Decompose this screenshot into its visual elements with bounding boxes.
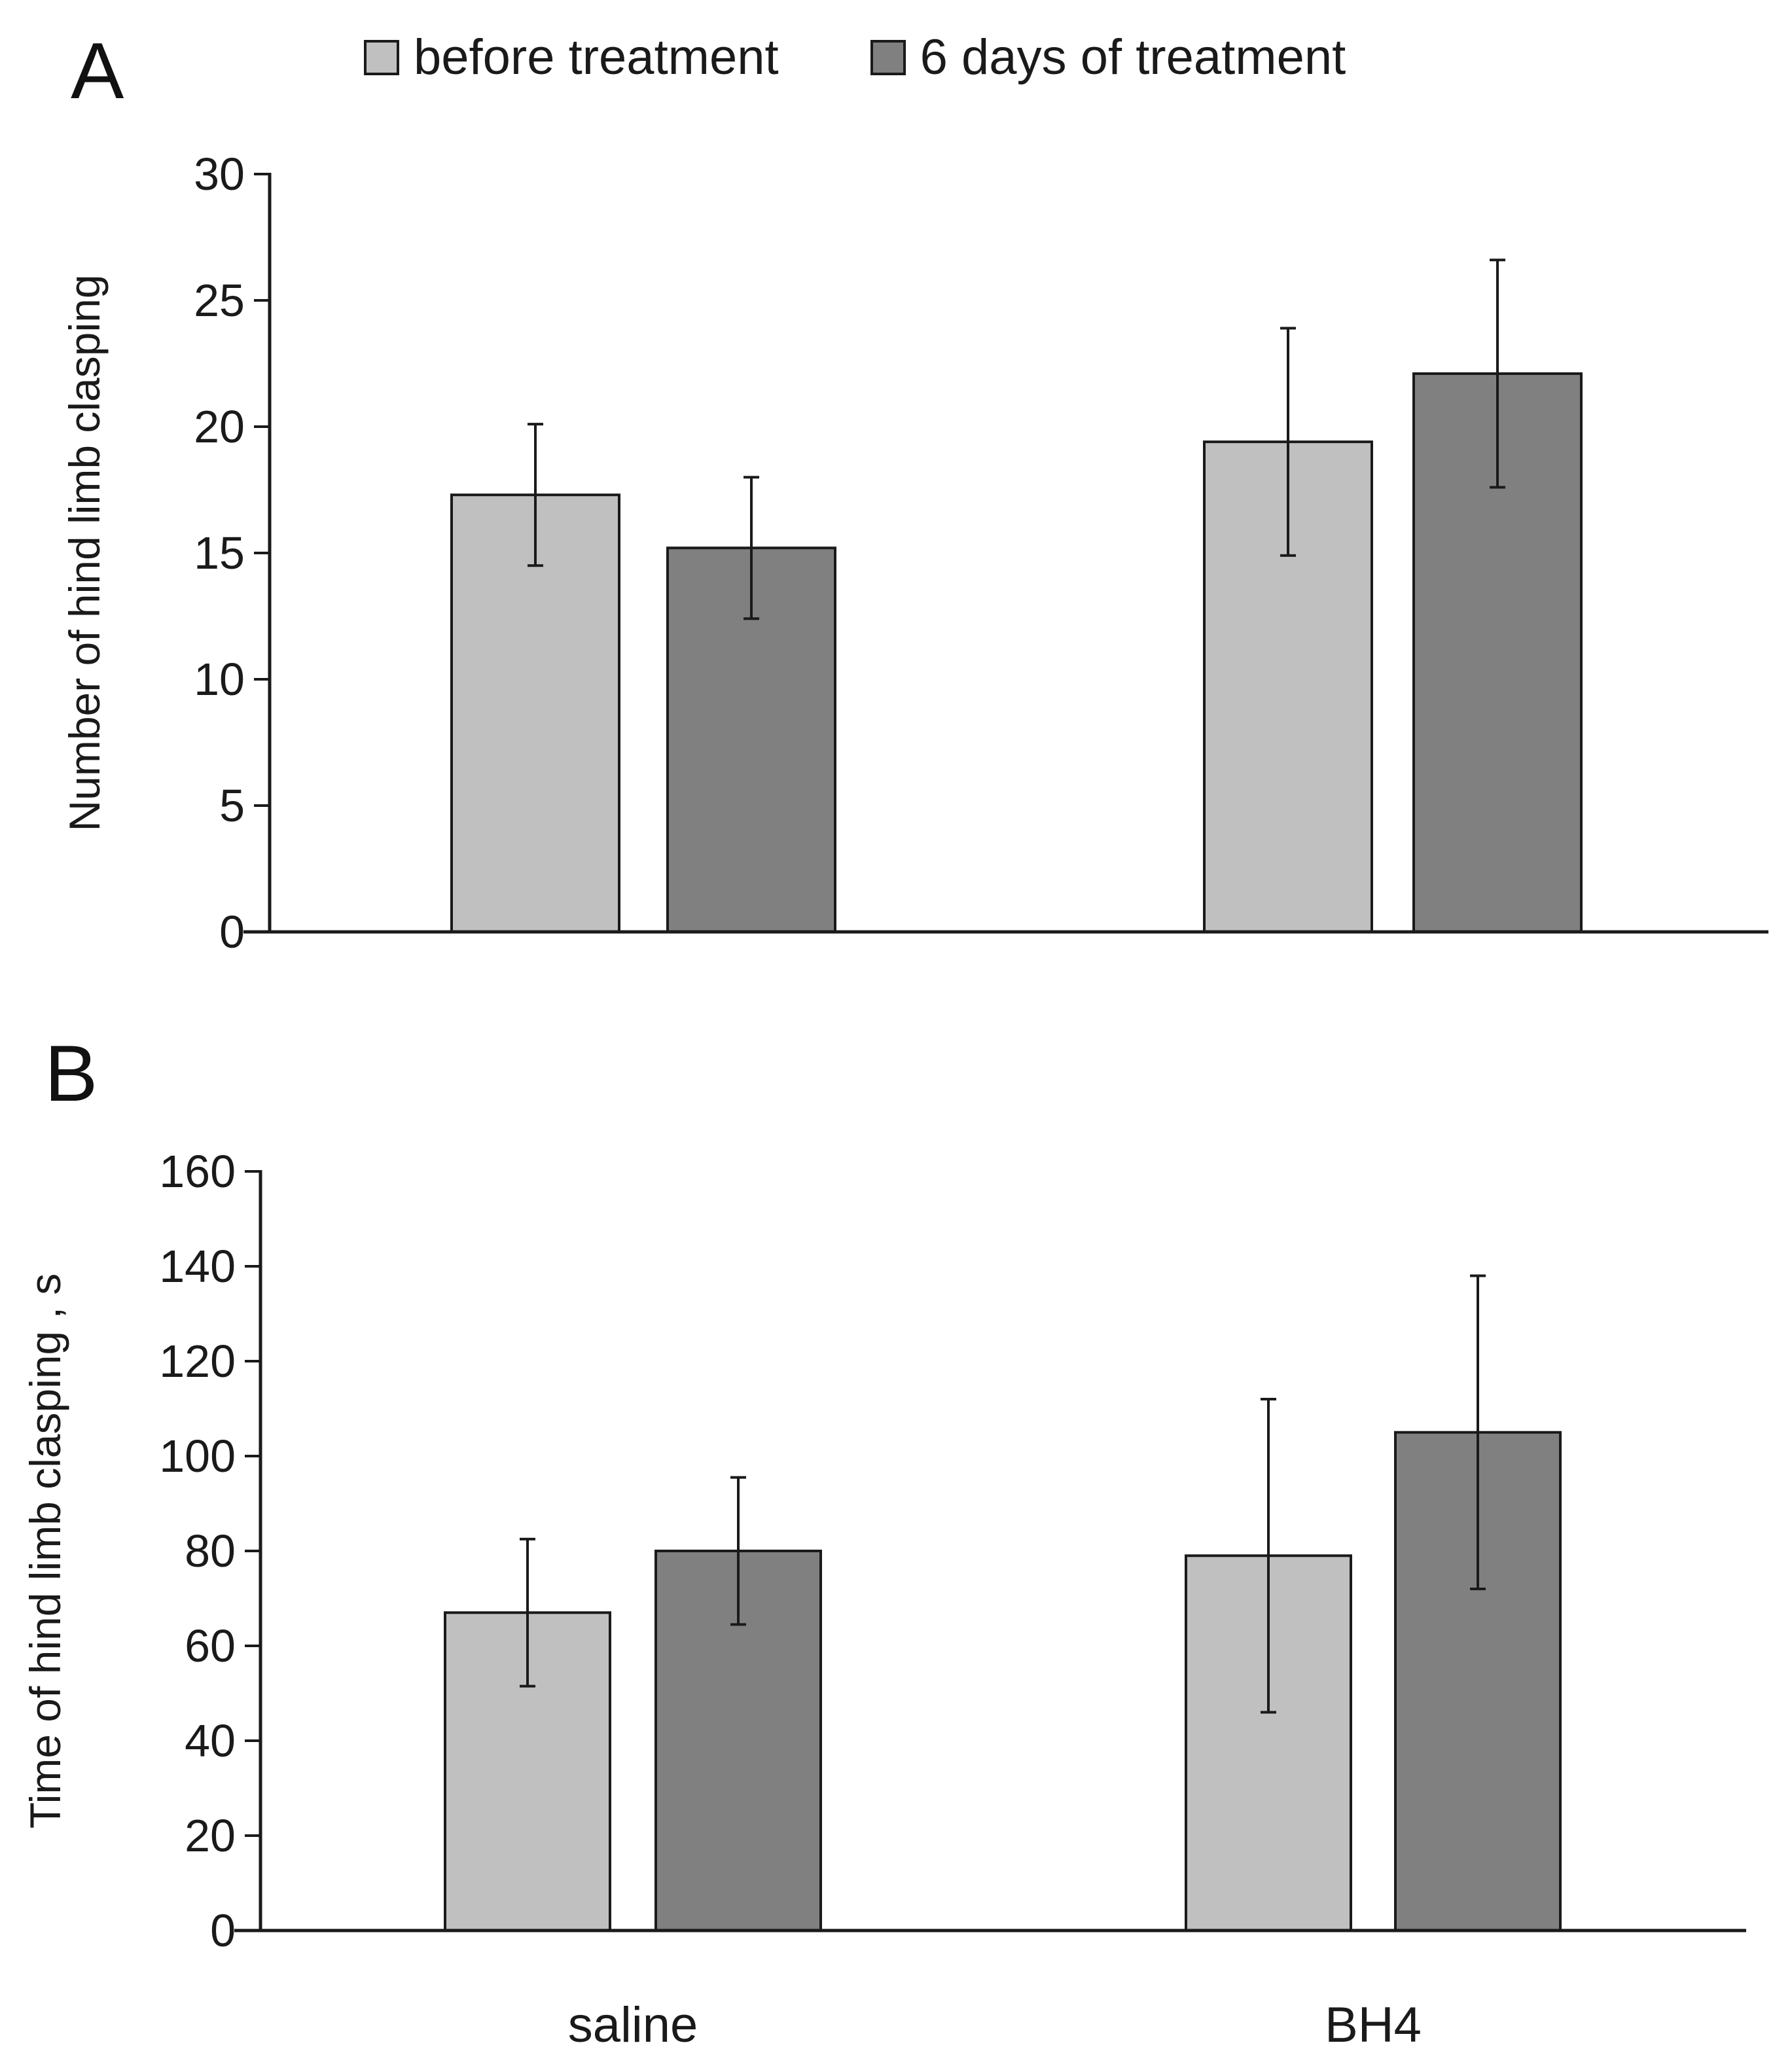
legend-label-before: before treatment — [414, 29, 779, 85]
y-tick-label: 100 — [159, 1431, 236, 1482]
y-tick-label: 20 — [194, 401, 245, 452]
y-tick-label: 80 — [185, 1525, 236, 1576]
panel-label-a: A — [71, 26, 124, 115]
x-category-label: saline — [568, 1997, 698, 2047]
legend-item-after: 6 days of treatment — [870, 29, 1346, 86]
legend-label-after: 6 days of treatment — [920, 29, 1346, 85]
y-tick-label: 25 — [194, 275, 245, 326]
x-category-label: BH4 — [1325, 1997, 1422, 2047]
legend-swatch-before — [364, 39, 399, 75]
legend-item-before: before treatment — [364, 29, 779, 86]
y-tick-label: 160 — [159, 1146, 236, 1197]
chart-b: 0 20 40 60 80 100 120 140 160 Time of hind limb c… — [21, 1146, 1746, 2047]
chart-a: 0 5 10 15 20 25 30 Number of hind limb clasping — [60, 149, 1768, 957]
y-tick-label: 30 — [194, 149, 245, 200]
y-tick-label: 20 — [185, 1810, 236, 1861]
y-tick-label: 15 — [194, 527, 245, 578]
y-axis-label: Time of hind limb clasping , s — [21, 1273, 69, 1829]
y-tick-label: 10 — [194, 654, 245, 705]
y-tick-label: 120 — [159, 1336, 236, 1387]
y-tick-label: 0 — [210, 1905, 236, 1956]
y-tick-label: 40 — [185, 1715, 236, 1766]
legend: before treatment 6 days of treatment — [364, 29, 1346, 86]
y-axis-label: Number of hind limb clasping — [60, 274, 109, 831]
panel-label-b: B — [45, 1029, 98, 1118]
y-tick-label: 0 — [219, 906, 245, 957]
y-tick-label: 60 — [185, 1620, 236, 1671]
y-tick-label: 5 — [219, 780, 245, 831]
y-tick-label: 140 — [159, 1241, 236, 1292]
legend-swatch-after — [870, 39, 906, 75]
